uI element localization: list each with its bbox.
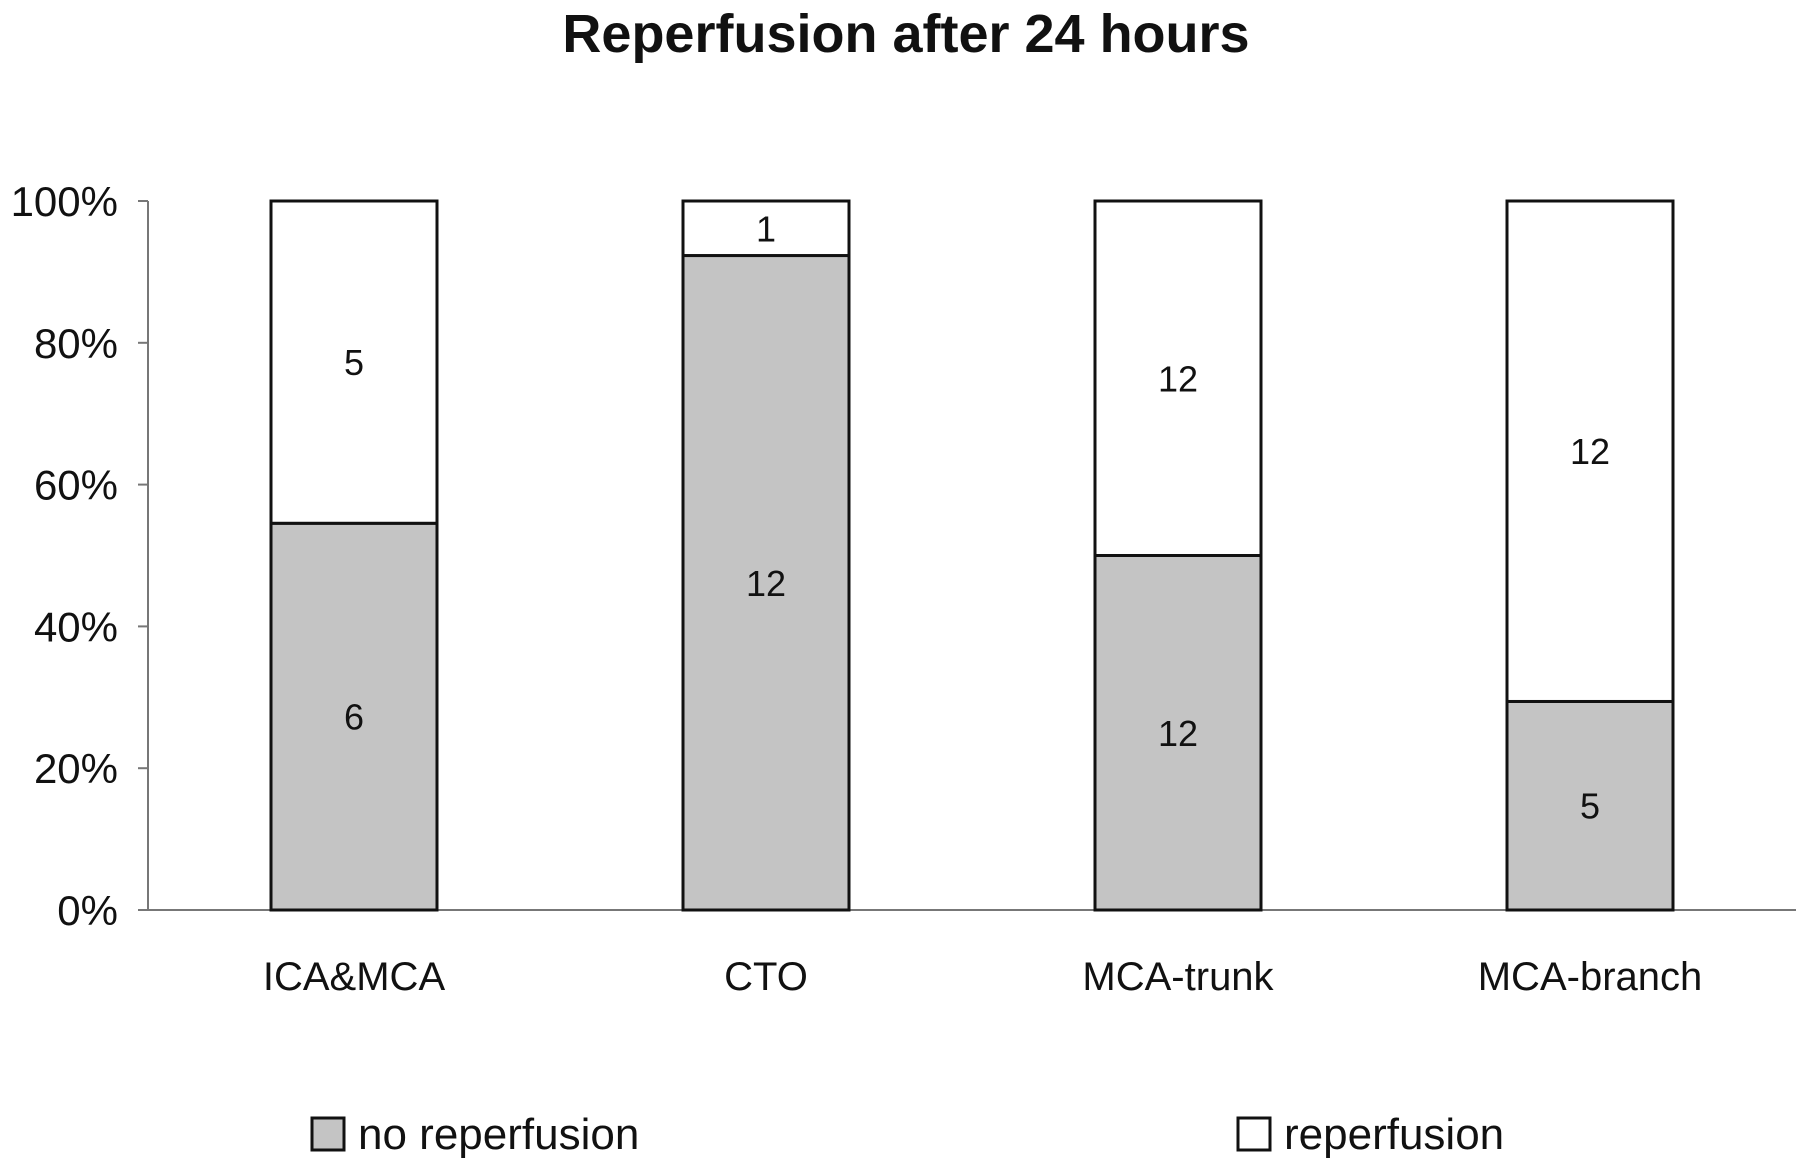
data-label: 5 xyxy=(344,342,364,383)
x-category-label: MCA-trunk xyxy=(1082,955,1274,999)
data-label: 12 xyxy=(1158,358,1198,399)
bar-segment-reperfusion xyxy=(269,199,439,525)
x-category-label: MCA-branch xyxy=(1478,955,1703,999)
chart-title: Reperfusion after 24 hours xyxy=(562,4,1249,64)
legend-label-no-reperfusion: no reperfusion xyxy=(358,1110,639,1159)
y-tick-label: 80% xyxy=(34,320,118,367)
legend-label-reperfusion: reperfusion xyxy=(1284,1110,1504,1159)
bar-segment-reperfusion xyxy=(681,199,851,258)
bars: 6 5 12 1 12 12 5 12 xyxy=(269,199,1675,912)
bar-segment-no-reperfusion xyxy=(269,521,439,912)
y-tick-label: 100% xyxy=(11,178,118,225)
legend-swatch-no-reperfusion xyxy=(310,1116,346,1152)
legend: no reperfusion reperfusion xyxy=(310,1110,1504,1159)
data-label: 12 xyxy=(746,563,786,604)
bar-segment-reperfusion xyxy=(1505,199,1675,703)
axes: 0% 20% 40% 60% 80% 100% ICA&MCA CTO MCA-trunk MCA… xyxy=(11,178,1796,999)
bar-segment-no-reperfusion xyxy=(1093,554,1263,912)
data-label: 12 xyxy=(1158,713,1198,754)
bar-segment-reperfusion xyxy=(1093,199,1263,557)
data-label: 6 xyxy=(344,697,364,738)
bar-segment-no-reperfusion xyxy=(1505,699,1675,912)
data-label: 12 xyxy=(1570,431,1610,472)
y-tick-label: 40% xyxy=(34,603,118,650)
data-label: 5 xyxy=(1580,786,1600,827)
legend-swatch-reperfusion xyxy=(1236,1116,1272,1152)
data-label: 1 xyxy=(756,208,776,249)
y-tick-label: 20% xyxy=(34,745,118,792)
y-tick-label: 60% xyxy=(34,462,118,509)
x-category-label: ICA&MCA xyxy=(263,955,446,999)
y-tick-label: 0% xyxy=(57,887,118,934)
x-category-label: CTO xyxy=(724,955,808,999)
